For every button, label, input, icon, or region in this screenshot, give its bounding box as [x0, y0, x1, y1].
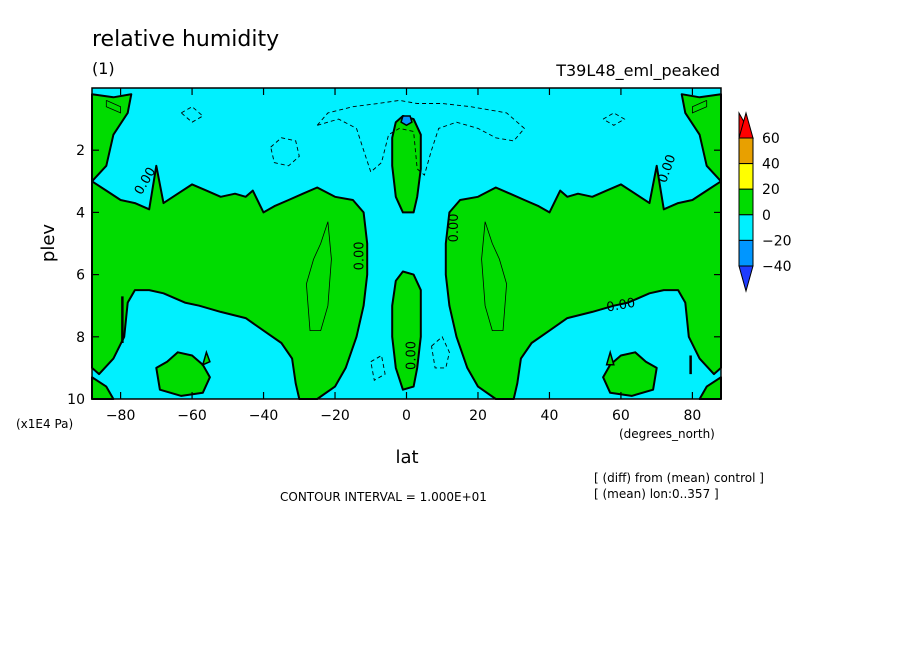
y-axis: 2 4 6 8 10 [67, 143, 721, 408]
colorbar-tick-label: 60 [762, 131, 780, 147]
colorbar-level [738, 163, 754, 190]
contour-region-north-surface-spot [602, 351, 658, 397]
contour-interval-text: CONTOUR INTERVAL = 1.000E+01 [280, 490, 487, 504]
colorbar-tick-label: 0 [762, 208, 771, 224]
dashed-contour-2 [181, 106, 204, 123]
contour-region-north-midlat-band [444, 164, 722, 400]
contour-region-south-high-lat-upper [91, 93, 133, 183]
small-contour-marks [121, 115, 692, 375]
x-tick-label: −60 [177, 408, 207, 424]
x-axis-label: lat [395, 447, 418, 468]
contour-region-south-midlat-band [91, 164, 369, 400]
dashed-negative-contours [181, 99, 626, 382]
y-axis-label: plev [38, 224, 59, 263]
thin-contour-0 [305, 221, 332, 332]
dashed-contour-0 [316, 99, 526, 176]
experiment-label: T39L48_eml_peaked [555, 61, 720, 81]
colorbar-tick-label: −40 [762, 259, 792, 275]
small-mark-1 [201, 349, 211, 367]
y-tick-label: 6 [76, 268, 85, 284]
x-tick-label: 80 [683, 408, 701, 424]
contour-label: 0.00 [447, 213, 462, 242]
dashed-contour-3 [370, 354, 386, 382]
chart-title: relative humidity [92, 27, 279, 52]
colorbar-level [738, 137, 754, 165]
contour-region-equatorial-lower-column [391, 270, 422, 391]
dashed-contour-5 [602, 112, 626, 126]
note-diff: [ (diff) from (mean) control ] [594, 471, 764, 485]
colorbar-tick-label: 40 [762, 157, 780, 173]
y-tick-label: 8 [76, 330, 85, 346]
positive-regions [91, 93, 722, 400]
x-tick-label: −40 [249, 408, 279, 424]
colorbar-level [738, 214, 754, 241]
colorbar-level [738, 239, 754, 267]
x-tick-label: −80 [106, 408, 136, 424]
chart-subtitle: (1) [92, 59, 115, 78]
small-mark-2 [605, 349, 615, 366]
small-mark-0 [400, 115, 413, 127]
plot-area: 0.00 0.00 0.00 0.00 0.00 0.00 [91, 87, 722, 400]
colorbar: 60 40 20 0 −20 −40 [738, 111, 792, 293]
note-mean: [ (mean) lon:0..357 ] [594, 487, 719, 501]
contour-region-equatorial-upper-column [391, 115, 422, 214]
thin-contour-2 [105, 100, 121, 114]
contour-region-north-high-lat-upper [680, 93, 722, 183]
colorbar-tick-label: −20 [762, 233, 792, 249]
contour-label: 0.00 [605, 296, 636, 316]
x-tick-label: 40 [541, 408, 559, 424]
y-tick-label: 4 [76, 205, 85, 221]
x-tick-label: 20 [469, 408, 487, 424]
thin-contour-1 [481, 221, 508, 332]
y-tick-label: 2 [76, 143, 85, 159]
dashed-contour-1 [270, 137, 300, 167]
contour-label: 0.00 [404, 341, 419, 370]
x-tick-label: 60 [612, 408, 630, 424]
x-axis-unit: (degrees_north) [619, 427, 715, 441]
x-tick-label: 0 [402, 408, 411, 424]
thin-contours [105, 100, 708, 332]
y-tick-label: 10 [67, 392, 85, 408]
contour-label: 0.00 [353, 241, 368, 270]
x-axis: −80 −60 −40 −20 0 20 40 60 80 [106, 88, 701, 424]
contour-region-south-surface-spot [155, 351, 211, 397]
colorbar-tick-label: 20 [762, 182, 780, 198]
x-tick-label: −20 [320, 408, 350, 424]
colorbar-under-triangle [738, 265, 754, 293]
colorbar-level [738, 188, 754, 216]
y-axis-unit: (x1E4 Pa) [16, 417, 73, 431]
thin-contour-3 [692, 100, 708, 114]
